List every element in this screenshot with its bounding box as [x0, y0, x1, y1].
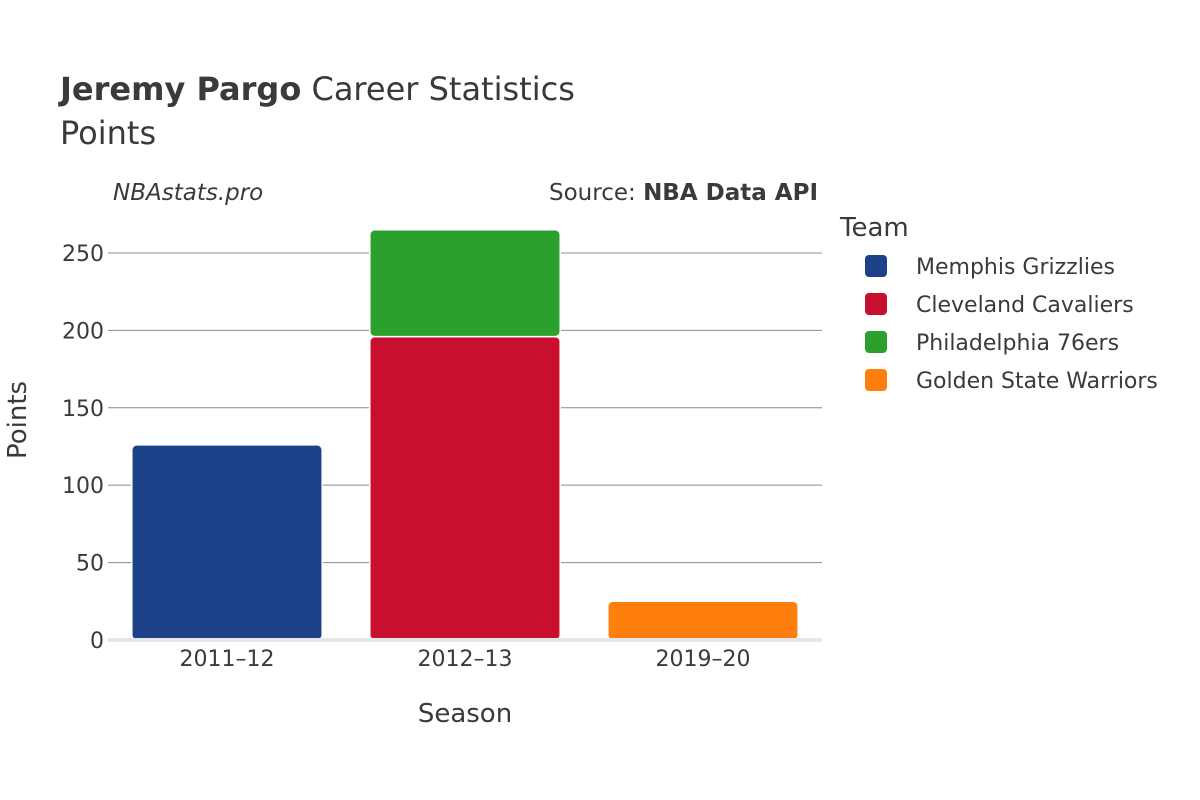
legend-swatch — [865, 293, 887, 315]
chart-title-rest: Career Statistics — [301, 70, 575, 108]
x-tick-label: 2012–13 — [418, 647, 513, 672]
chart-title: Jeremy Pargo Career Statistics — [58, 70, 575, 108]
watermark: NBAstats.pro — [113, 180, 263, 206]
legend-label: Golden State Warriors — [916, 369, 1158, 394]
x-tick-labels: 2011–12 2012–13 2019–20 — [180, 647, 751, 672]
y-tick-label: 200 — [62, 319, 104, 344]
legend-label: Memphis Grizzlies — [916, 255, 1115, 280]
bars — [131, 228, 799, 641]
legend-swatch — [865, 255, 887, 277]
bar-segment — [131, 444, 323, 641]
source-prefix: Source: — [549, 180, 643, 206]
y-tick-label: 50 — [76, 552, 104, 577]
bar-segment — [369, 228, 561, 338]
source-name: NBA Data API — [643, 180, 818, 206]
chart-subtitle: Points — [60, 114, 156, 152]
legend-label: Philadelphia 76ers — [916, 331, 1119, 356]
x-tick-label: 2011–12 — [180, 647, 275, 672]
y-axis-title: Points — [3, 381, 33, 459]
y-tick-label: 0 — [90, 629, 104, 654]
y-tick-label: 250 — [62, 242, 104, 267]
y-tick-label: 100 — [62, 474, 104, 499]
legend-title: Team — [839, 213, 909, 243]
x-tick-label: 2019–20 — [656, 647, 751, 672]
y-tick-label: 150 — [62, 397, 104, 422]
bar-segment — [369, 335, 561, 641]
legend-label: Cleveland Cavaliers — [916, 293, 1134, 318]
bar-segment — [607, 600, 799, 641]
source-note: Source: NBA Data API — [549, 180, 818, 206]
chart-title-player: Jeremy Pargo — [58, 70, 301, 108]
x-axis-title: Season — [418, 699, 512, 729]
legend: Memphis Grizzlies Cleveland Cavaliers Phil… — [865, 255, 1158, 394]
legend-swatch — [865, 369, 887, 391]
y-tick-labels: 0 50 100 150 200 250 — [62, 242, 104, 654]
legend-swatch — [865, 331, 887, 353]
